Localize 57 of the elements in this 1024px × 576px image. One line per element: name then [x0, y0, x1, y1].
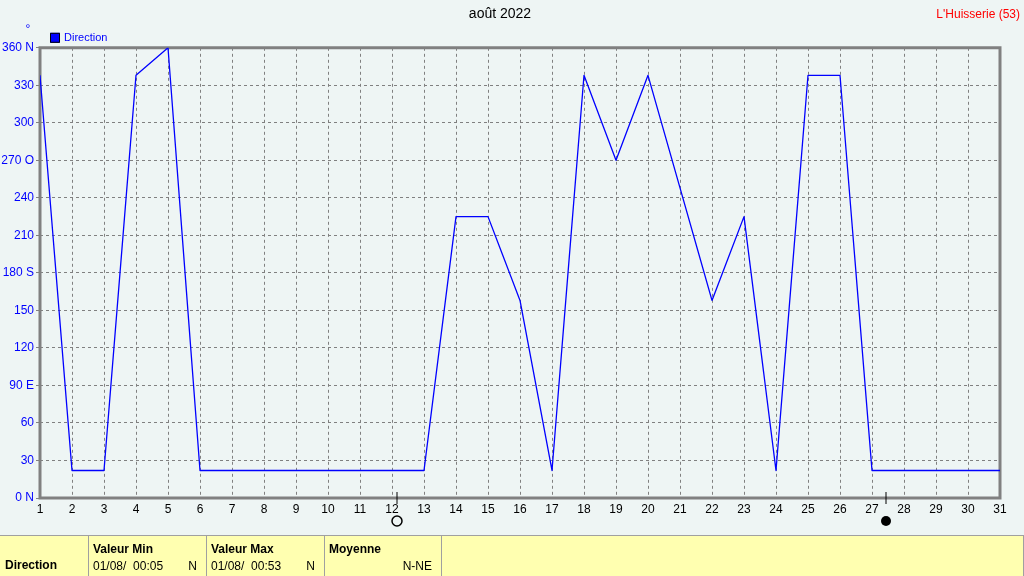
text: 01/08/ 00:53 [211, 559, 282, 573]
text: N [306, 559, 315, 573]
text: Moyenne [329, 542, 382, 556]
y-tick-label: 270 O [1, 152, 34, 167]
x-tick-label: 24 [769, 501, 783, 516]
text: L'Huisserie (53) [936, 7, 1020, 21]
x-tick-label: 28 [897, 501, 911, 516]
x-tick-label: 15 [481, 501, 495, 516]
y-tick-label: 60 [20, 415, 35, 430]
y-tick-label: 0 N [15, 490, 34, 505]
x-tick-label: 7 [228, 501, 236, 516]
x-tick-label: 22 [705, 501, 719, 516]
x-tick-label: 4 [132, 501, 140, 516]
x-tick-label: 1 [36, 501, 44, 516]
x-tick-label: 5 [164, 501, 172, 516]
y-axis-title: ° [25, 22, 31, 37]
y-tick-label: 210 [13, 227, 35, 242]
text: Direction [5, 558, 58, 572]
x-tick-label: 11 [353, 501, 367, 516]
y-tick-label: 330 [13, 77, 35, 92]
x-tick-label: 31 [993, 501, 1007, 516]
legend-label: Direction [64, 30, 108, 43]
x-tick-label: 18 [577, 501, 591, 516]
y-tick-label: 300 [13, 115, 35, 130]
x-tick-label: 26 [833, 501, 847, 516]
y-tick-label: 360 N [1, 40, 34, 55]
y-tick-label: 120 [13, 340, 35, 355]
x-tick-label: 14 [449, 501, 463, 516]
y-tick-label: 150 [13, 302, 35, 317]
x-tick-label: 20 [641, 501, 655, 516]
text: Valeur Max [211, 542, 274, 556]
x-tick-label: 17 [545, 501, 559, 516]
y-tick-label: 30 [20, 452, 35, 467]
x-tick-label: 13 [417, 501, 431, 516]
x-tick-label: 27 [865, 501, 879, 516]
x-tick-label: 30 [961, 501, 975, 516]
x-tick-label: 9 [292, 501, 300, 516]
x-tick-label: 16 [513, 501, 527, 516]
text: Valeur Min [93, 542, 154, 556]
x-tick-label: 19 [609, 501, 623, 516]
x-tick-label: 29 [929, 501, 943, 516]
x-tick-label: 8 [260, 501, 268, 516]
x-tick-label: 25 [801, 501, 815, 516]
x-tick-label: 23 [737, 501, 751, 516]
y-tick-label: 90 E [9, 377, 34, 392]
chart-title: août 2022 [468, 5, 532, 22]
x-tick-label: 3 [100, 501, 108, 516]
x-tick-label: 2 [68, 501, 76, 516]
x-tick-label: 6 [196, 501, 204, 516]
x-tick-label: 21 [673, 501, 687, 516]
y-tick-label: 180 S [2, 265, 34, 280]
y-tick-label: 240 [13, 190, 35, 205]
x-tick-label: 10 [321, 501, 335, 516]
text: N [188, 559, 197, 573]
text: 01/08/ 00:05 [93, 559, 164, 573]
text: N-NE [402, 559, 432, 573]
x-tick-label: 12 [385, 501, 399, 516]
